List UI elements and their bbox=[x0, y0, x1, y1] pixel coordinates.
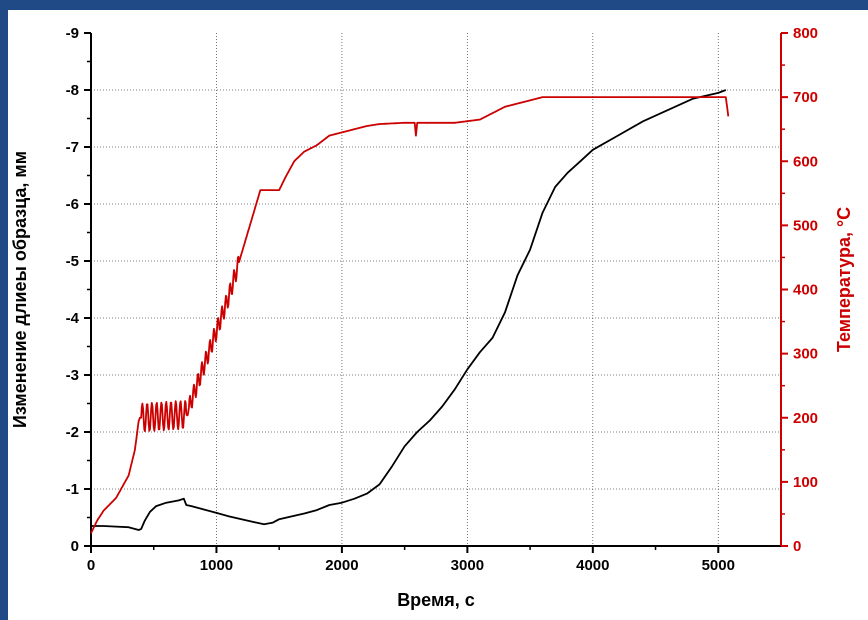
y-left-tick-label: 0 bbox=[71, 538, 79, 555]
x-tick-label: 5000 bbox=[702, 557, 735, 574]
x-tick-label: 0 bbox=[87, 557, 95, 574]
tick-marks: 0 1000 2000 3000 4000 50000-1-2-3-4-5-6-7-8-9… bbox=[66, 25, 818, 574]
dual-axis-line-chart: 0 1000 2000 3000 4000 50000-1-2-3-4-5-6-7-8-9… bbox=[10, 25, 854, 610]
y-left-tick-label: -7 bbox=[66, 139, 79, 156]
y-right-tick-label: 400 bbox=[793, 282, 818, 299]
y-left-axis-title: Изменение длиеы образца, мм bbox=[10, 151, 30, 428]
y-right-tick-label: 0 bbox=[793, 538, 801, 555]
y-right-tick-label: 700 bbox=[793, 89, 818, 106]
x-tick-label: 4000 bbox=[576, 557, 609, 574]
y-right-tick-label: 600 bbox=[793, 153, 818, 170]
y-right-tick-label: 800 bbox=[793, 25, 818, 42]
x-tick-label: 1000 bbox=[200, 557, 233, 574]
y-right-tick-label: 100 bbox=[793, 474, 818, 491]
x-tick-label: 3000 bbox=[451, 557, 484, 574]
x-tick-label: 2000 bbox=[325, 557, 358, 574]
y-left-tick-label: -4 bbox=[66, 310, 80, 327]
axes bbox=[90, 33, 782, 547]
y-left-tick-label: -2 bbox=[66, 424, 79, 441]
y-left-tick-label: -9 bbox=[66, 25, 79, 42]
y-right-tick-label: 500 bbox=[793, 217, 818, 234]
y-left-tick-label: -1 bbox=[66, 481, 79, 498]
y-left-tick-label: -8 bbox=[66, 82, 79, 99]
series-lines bbox=[90, 89, 730, 534]
temperature-series-line bbox=[90, 96, 730, 534]
grid-lines bbox=[91, 33, 781, 546]
length-change-series-line bbox=[91, 89, 727, 531]
y-left-tick-label: -5 bbox=[66, 253, 79, 270]
x-axis-title: Время, с bbox=[397, 590, 475, 610]
y-right-tick-label: 300 bbox=[793, 346, 818, 363]
y-right-axis-title: Температура, °C bbox=[834, 207, 854, 352]
chart-frame: 0 1000 2000 3000 4000 5000 0 -1 -2 -3 -4 -5 -6 -7 -8 -9… bbox=[8, 10, 868, 620]
y-right-tick-label: 200 bbox=[793, 410, 818, 427]
y-left-tick-label: -3 bbox=[66, 367, 79, 384]
y-left-tick-label: -6 bbox=[66, 196, 79, 213]
